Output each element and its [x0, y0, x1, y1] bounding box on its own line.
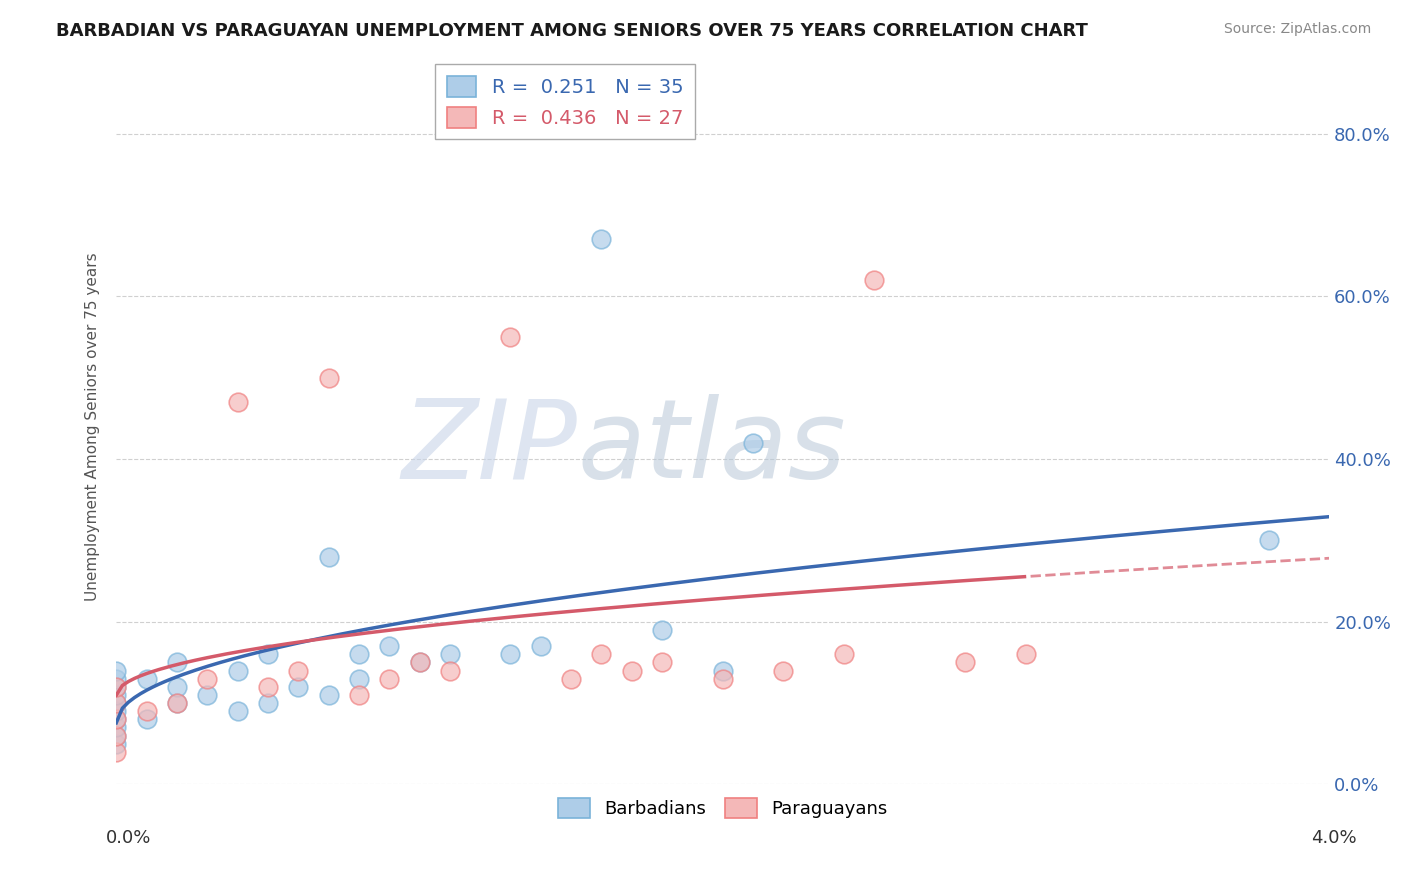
Point: [105, 688, 128, 702]
Point: [105, 712, 128, 726]
Point: [166, 680, 188, 694]
Point: [347, 672, 370, 686]
Point: [378, 672, 401, 686]
Text: 0.0%: 0.0%: [105, 829, 150, 847]
Point: [105, 712, 128, 726]
Point: [499, 330, 522, 344]
Point: [499, 647, 522, 661]
Point: [195, 672, 218, 686]
Point: [530, 639, 553, 653]
Point: [863, 273, 886, 287]
Point: [711, 664, 734, 678]
Point: [105, 680, 128, 694]
Point: [105, 729, 128, 743]
Point: [318, 549, 340, 564]
Point: [105, 737, 128, 751]
Point: [166, 656, 188, 670]
Point: [257, 696, 280, 710]
Point: [287, 680, 309, 694]
Point: [166, 696, 188, 710]
Point: [560, 672, 582, 686]
Point: [832, 647, 855, 661]
Point: [226, 704, 249, 718]
Point: [257, 647, 280, 661]
Text: 4.0%: 4.0%: [1312, 829, 1357, 847]
Point: [105, 696, 128, 710]
Point: [955, 656, 977, 670]
Point: [711, 672, 734, 686]
Text: BARBADIAN VS PARAGUAYAN UNEMPLOYMENT AMONG SENIORS OVER 75 YEARS CORRELATION CHA: BARBADIAN VS PARAGUAYAN UNEMPLOYMENT AMO…: [56, 22, 1088, 40]
Point: [195, 688, 218, 702]
Point: [408, 656, 430, 670]
Point: [135, 672, 157, 686]
Point: [287, 664, 309, 678]
Point: [347, 688, 370, 702]
Text: Source: ZipAtlas.com: Source: ZipAtlas.com: [1223, 22, 1371, 37]
Point: [135, 712, 157, 726]
Point: [408, 656, 430, 670]
Point: [105, 664, 128, 678]
Point: [620, 664, 643, 678]
Point: [226, 664, 249, 678]
Point: [257, 680, 280, 694]
Point: [742, 435, 765, 450]
Point: [135, 704, 157, 718]
Point: [651, 656, 673, 670]
Point: [105, 729, 128, 743]
Point: [166, 696, 188, 710]
Point: [318, 370, 340, 384]
Point: [591, 232, 613, 246]
Point: [318, 688, 340, 702]
Point: [105, 672, 128, 686]
Point: [105, 721, 128, 735]
Legend: Barbadians, Paraguayans: Barbadians, Paraguayans: [551, 791, 896, 825]
Point: [772, 664, 794, 678]
Point: [1015, 647, 1038, 661]
Text: ZIP: ZIP: [401, 394, 578, 501]
Point: [105, 704, 128, 718]
Point: [105, 696, 128, 710]
Point: [105, 680, 128, 694]
Point: [591, 647, 613, 661]
Point: [226, 395, 249, 409]
Point: [347, 647, 370, 661]
Y-axis label: Unemployment Among Seniors over 75 years: Unemployment Among Seniors over 75 years: [86, 252, 100, 601]
Point: [378, 639, 401, 653]
Point: [1257, 533, 1279, 548]
Point: [105, 745, 128, 759]
Point: [439, 664, 461, 678]
Text: atlas: atlas: [578, 394, 846, 501]
Point: [439, 647, 461, 661]
Point: [651, 623, 673, 637]
